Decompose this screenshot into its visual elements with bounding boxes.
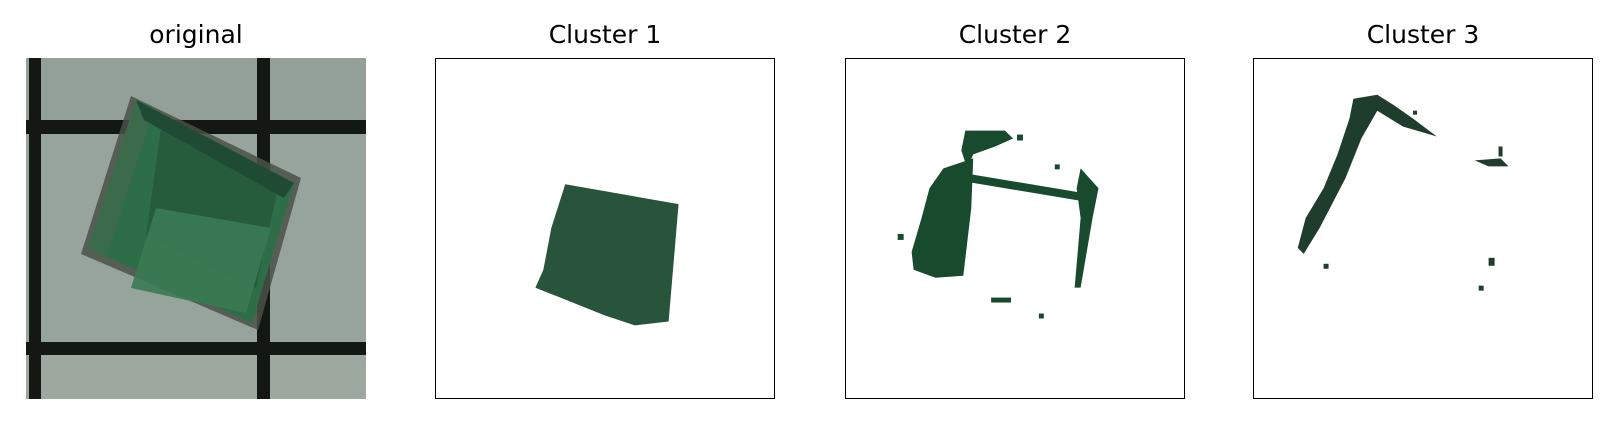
cluster-2-image	[845, 58, 1185, 399]
cluster-1-mask	[535, 184, 679, 326]
cluster-1-image	[435, 58, 775, 399]
panel-title-original: original	[149, 20, 243, 49]
panel-title-cluster-3: Cluster 3	[1366, 20, 1480, 49]
panel-title-cluster-1: Cluster 1	[548, 20, 662, 49]
cluster-2-mask	[897, 130, 1099, 319]
panel-title-cluster-2: Cluster 2	[958, 20, 1072, 49]
original-image	[26, 58, 366, 399]
cluster-3-image	[1253, 58, 1593, 399]
cluster-3-mask	[1297, 94, 1509, 291]
original-image-graphic	[26, 58, 366, 399]
